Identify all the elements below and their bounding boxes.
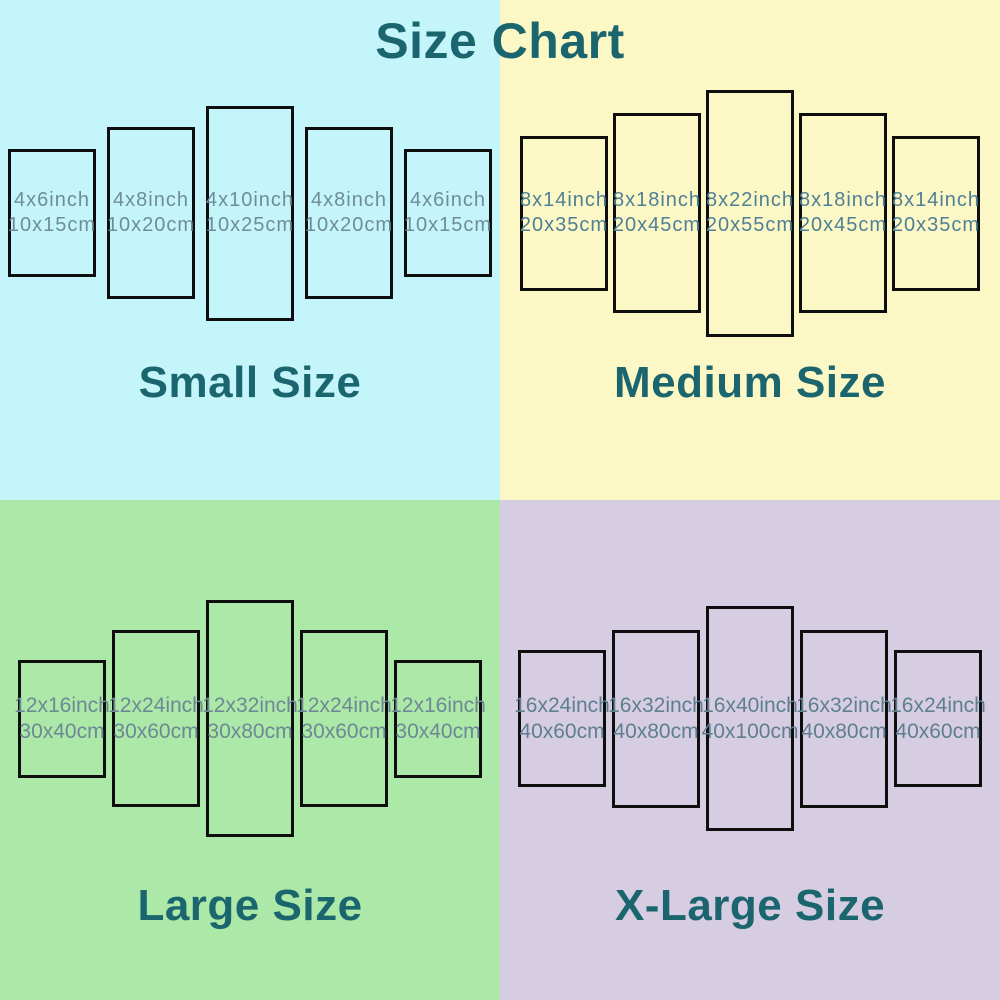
panel-size-cm: 10x15cm	[7, 214, 97, 236]
panel-size-inch: 8x18inch	[612, 189, 702, 211]
panel-row-small: 4x6inch 10x15cm 4x8inch 10x20cm 4x10inch…	[0, 0, 500, 426]
canvas-panel: 8x18inch 20x45cm	[613, 113, 701, 313]
canvas-panel: 12x24inch 30x60cm	[108, 630, 204, 807]
canvas-panel: 12x16inch 30x40cm	[14, 659, 110, 778]
canvas-panel: 4x8inch 10x20cm	[305, 127, 393, 299]
panel-size-inch: 4x8inch	[113, 189, 189, 211]
canvas-panel: 12x32inch 30x80cm	[202, 600, 298, 837]
panel-size-inch: 16x24inch	[514, 693, 610, 717]
canvas-panel: 4x6inch 10x15cm	[8, 149, 96, 277]
panel-size-inch: 12x32inch	[202, 693, 298, 717]
page-title: Size Chart	[375, 13, 625, 69]
canvas-panel: 12x24inch 30x60cm	[296, 630, 392, 807]
panel-size-cm: 40x80cm	[613, 719, 699, 743]
quadrant-medium: 8x14inch 20x35cm 8x18inch 20x45cm 8x22in…	[500, 0, 1000, 500]
canvas-panel: 4x6inch 10x15cm	[404, 149, 492, 277]
canvas-panel: 12x16inch 30x40cm	[390, 659, 486, 778]
panel-size-inch: 12x24inch	[296, 693, 392, 717]
panel-size-inch: 8x14inch	[519, 189, 609, 211]
panel-size-inch: 16x32inch	[796, 693, 892, 717]
size-label-xlarge: X-Large Size	[614, 881, 886, 930]
panel-size-cm: 20x35cm	[519, 214, 609, 236]
canvas-panel: 16x24inch 40x60cm	[890, 650, 986, 787]
panel-row-xlarge: 16x24inch 40x60cm 16x32inch 40x80cm 16x4…	[500, 500, 1000, 937]
panel-size-cm: 30x40cm	[395, 719, 481, 743]
panel-size-cm: 10x15cm	[403, 214, 493, 236]
panel-size-inch: 12x16inch	[390, 693, 486, 717]
canvas-panel: 8x22inch 20x55cm	[705, 89, 795, 337]
panel-size-inch: 4x6inch	[410, 189, 486, 211]
size-label-large: Large Size	[137, 881, 363, 930]
panel-size-cm: 30x80cm	[207, 719, 293, 743]
quadrant-large: 12x16inch 30x40cm 12x24inch 30x60cm 12x3…	[0, 500, 500, 1000]
panel-size-inch: 16x40inch	[702, 693, 798, 717]
panel-size-cm: 40x60cm	[895, 719, 981, 743]
panel-size-cm: 30x60cm	[301, 719, 387, 743]
panel-size-cm: 20x45cm	[798, 214, 888, 236]
panel-size-inch: 8x18inch	[798, 189, 888, 211]
panel-row-large: 12x16inch 30x40cm 12x24inch 30x60cm 12x3…	[0, 500, 500, 937]
panel-size-cm: 40x100cm	[701, 719, 799, 743]
panel-size-cm: 10x25cm	[205, 214, 295, 236]
canvas-panel: 4x8inch 10x20cm	[107, 127, 195, 299]
panel-size-inch: 8x22inch	[705, 189, 795, 211]
canvas-panel: 8x18inch 20x45cm	[799, 113, 887, 313]
panel-size-inch: 4x10inch	[205, 189, 295, 211]
panel-size-inch: 4x8inch	[311, 189, 387, 211]
canvas-panel: 4x10inch 10x25cm	[205, 105, 295, 321]
panel-size-cm: 40x60cm	[519, 719, 605, 743]
panel-size-inch: 16x32inch	[608, 693, 704, 717]
quadrant-xlarge: 16x24inch 40x60cm 16x32inch 40x80cm 16x4…	[500, 500, 1000, 1000]
size-label-small: Small Size	[138, 358, 362, 407]
panel-size-inch: 12x16inch	[14, 693, 110, 717]
panel-size-inch: 4x6inch	[14, 189, 90, 211]
canvas-panel: 8x14inch 20x35cm	[891, 135, 981, 291]
canvas-panel: 16x40inch 40x100cm	[702, 606, 798, 831]
panel-size-inch: 16x24inch	[890, 693, 986, 717]
panel-size-cm: 30x60cm	[113, 719, 199, 743]
canvas-panel: 16x32inch 40x80cm	[608, 629, 704, 808]
panel-size-inch: 12x24inch	[108, 693, 204, 717]
panel-size-cm: 20x35cm	[891, 214, 981, 236]
canvas-panel: 16x24inch 40x60cm	[514, 650, 610, 787]
size-label-medium: Medium Size	[614, 358, 886, 407]
panel-size-cm: 40x80cm	[801, 719, 887, 743]
panel-size-cm: 10x20cm	[304, 214, 394, 236]
panel-size-inch: 8x14inch	[891, 189, 981, 211]
panel-size-cm: 10x20cm	[106, 214, 196, 236]
canvas-panel: 8x14inch 20x35cm	[519, 135, 609, 291]
panel-row-medium: 8x14inch 20x35cm 8x18inch 20x45cm 8x22in…	[500, 0, 1000, 426]
panel-size-cm: 20x55cm	[705, 214, 795, 236]
panel-size-cm: 20x45cm	[612, 214, 702, 236]
panel-size-cm: 30x40cm	[19, 719, 105, 743]
canvas-panel: 16x32inch 40x80cm	[796, 629, 892, 808]
quadrant-small: 4x6inch 10x15cm 4x8inch 10x20cm 4x10inch…	[0, 0, 500, 500]
